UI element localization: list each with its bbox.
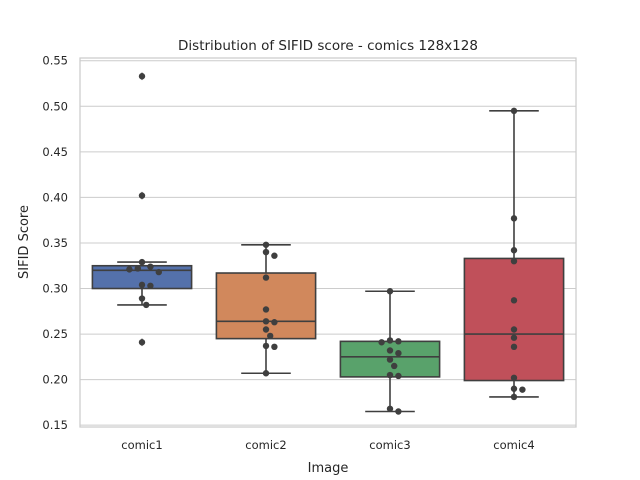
data-point (510, 297, 518, 304)
data-point (510, 385, 518, 392)
data-point (510, 326, 518, 333)
box-comic4 (463, 110, 565, 398)
data-point (138, 339, 146, 346)
data-point (378, 339, 385, 346)
data-point (386, 337, 394, 344)
chart-title: Distribution of SIFID score - comics 128… (178, 38, 478, 54)
y-tick-label: 0.35 (42, 236, 68, 250)
y-tick-label: 0.50 (42, 99, 68, 113)
x-tick-label: comic4 (493, 438, 534, 452)
y-tick-label: 0.20 (42, 373, 68, 387)
data-point (271, 319, 278, 326)
data-point (510, 343, 518, 351)
data-point (262, 306, 270, 313)
plot-frame (79, 57, 577, 428)
data-point (138, 281, 146, 289)
y-tick-label: 0.30 (42, 282, 68, 296)
x-tick-label: comic2 (245, 438, 286, 452)
data-point (395, 372, 402, 380)
data-point (262, 318, 270, 325)
data-point (138, 295, 146, 302)
data-point (510, 374, 518, 381)
data-point (138, 73, 146, 80)
data-point (519, 386, 526, 393)
y-axis-title: SIFID Score (17, 205, 32, 279)
data-point (510, 393, 518, 401)
x-tick-label: comic1 (121, 438, 162, 452)
y-tick-label: 0.25 (42, 327, 68, 341)
data-point (126, 266, 133, 273)
data-point (138, 192, 146, 199)
data-point (262, 274, 270, 281)
data-point (271, 343, 278, 351)
data-point (262, 326, 270, 333)
data-point (143, 301, 150, 309)
data-point (395, 338, 402, 345)
data-point (510, 257, 518, 265)
data-point (386, 405, 394, 412)
data-point (386, 356, 394, 363)
y-tick-label: 0.15 (42, 418, 68, 432)
data-point (386, 371, 394, 379)
y-tick-label: 0.40 (42, 190, 68, 204)
data-point (271, 252, 278, 259)
data-point (155, 268, 162, 276)
data-point (386, 347, 394, 354)
data-point (262, 370, 270, 377)
data-point (138, 258, 146, 266)
data-point (395, 350, 402, 357)
data-point (267, 332, 274, 340)
data-point (262, 248, 270, 256)
x-axis-ticks: comic1 comic2 comic3 comic4 (121, 438, 534, 452)
data-point (262, 342, 270, 350)
x-tick-label: comic3 (369, 438, 410, 452)
data-point (147, 263, 154, 270)
data-point (510, 334, 518, 341)
data-point (510, 215, 518, 222)
swarm-points (126, 73, 526, 415)
data-point (262, 241, 270, 248)
data-point (395, 408, 402, 415)
data-point (134, 265, 141, 272)
x-axis-title: Image (308, 461, 349, 476)
data-point (510, 247, 518, 254)
y-axis-ticks: 0.15 0.20 0.25 0.30 0.35 0.40 0.45 0.50 0.55 (42, 54, 68, 432)
y-tick-label: 0.45 (42, 145, 68, 159)
data-point (386, 288, 394, 295)
box-body (91, 264, 193, 290)
box-body (463, 257, 565, 382)
data-point (391, 362, 398, 370)
data-point (510, 107, 518, 115)
boxes (91, 72, 565, 413)
data-point (147, 282, 154, 289)
y-tick-label: 0.55 (42, 54, 68, 68)
